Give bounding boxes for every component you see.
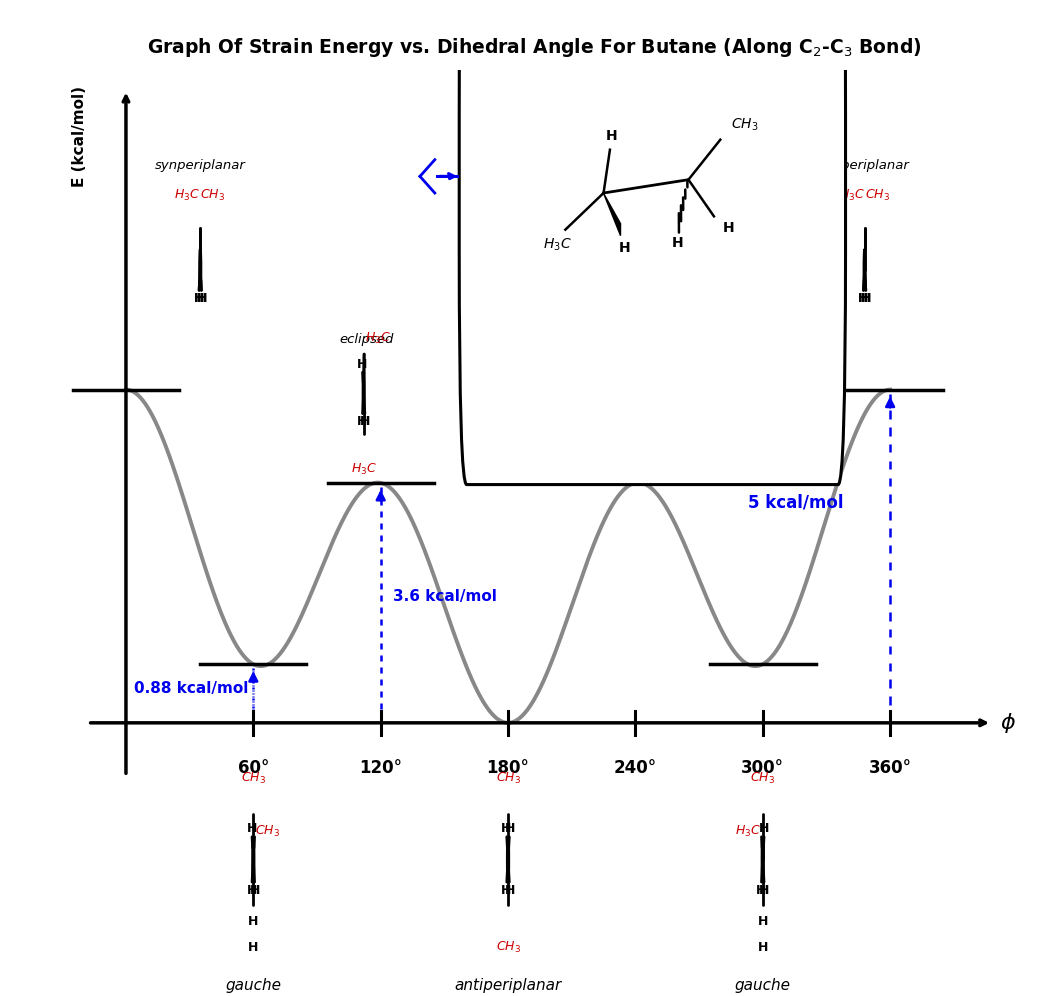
Text: H: H [196,292,207,305]
Circle shape [363,373,364,413]
Text: $H_3C$: $H_3C$ [588,331,613,347]
Text: $CH_3$: $CH_3$ [241,771,266,786]
Text: 3.6 kcal/mol: 3.6 kcal/mol [393,589,497,604]
Text: H: H [501,822,512,835]
Text: $H_3C$: $H_3C$ [585,388,611,403]
Text: synperiplanar: synperiplanar [155,158,246,171]
Circle shape [613,373,614,413]
Text: 180°: 180° [487,760,529,778]
Text: H: H [607,415,618,428]
Text: E (kcal/mol): E (kcal/mol) [72,86,87,187]
Circle shape [252,837,254,882]
Circle shape [864,249,866,290]
Text: H: H [248,941,258,954]
Text: H: H [759,822,769,835]
Text: H: H [619,241,631,255]
Title: Graph Of Strain Energy vs. Dihedral Angle For Butane (Along C$_2$-C$_3$ Bond): Graph Of Strain Energy vs. Dihedral Angl… [147,36,922,59]
Text: $H_3C$: $H_3C$ [839,188,865,203]
Text: 300°: 300° [741,760,785,778]
Text: H: H [248,915,258,928]
Polygon shape [603,193,621,236]
Text: H: H [246,822,256,835]
Text: $CH_3$: $CH_3$ [750,771,775,786]
Text: H: H [758,941,768,954]
Text: H: H [196,292,207,305]
Text: H: H [857,292,868,305]
Text: H: H [357,415,367,428]
Text: $CH_3$: $CH_3$ [495,771,520,786]
Text: gauche: gauche [225,978,281,993]
Text: $H_3C$: $H_3C$ [735,824,761,839]
Text: H: H [758,915,768,928]
Text: $CH_3$: $CH_3$ [255,824,280,839]
Text: eclipsed: eclipsed [339,334,393,347]
Text: gauche: gauche [735,978,791,993]
Text: H: H [504,884,515,897]
Text: $H_3C$: $H_3C$ [364,331,390,347]
Text: H: H [193,292,203,305]
Text: $CH_3$: $CH_3$ [495,939,520,954]
Text: H: H [606,129,618,143]
Circle shape [508,837,509,882]
Text: 360°: 360° [869,760,911,778]
Text: H: H [357,358,367,371]
Text: 120°: 120° [359,760,402,778]
Text: $H_3C$: $H_3C$ [351,462,377,477]
Text: H: H [610,415,621,428]
Text: $H_3C$: $H_3C$ [543,236,571,253]
FancyBboxPatch shape [459,0,846,485]
Text: 240°: 240° [613,760,657,778]
Text: H: H [246,884,256,897]
Text: H: H [360,415,371,428]
Text: H: H [501,884,512,897]
Text: H: H [672,236,684,250]
Text: antiperiplanar: antiperiplanar [455,978,562,993]
Text: $CH_3$: $CH_3$ [731,117,759,133]
Circle shape [199,249,201,290]
Text: $H_3C$: $H_3C$ [174,188,200,203]
Text: H: H [504,822,515,835]
Text: H: H [862,292,872,305]
Text: $CH_3$: $CH_3$ [865,188,890,203]
Text: H: H [610,358,621,371]
Text: H: H [857,292,868,305]
Text: 5 kcal/mol: 5 kcal/mol [748,494,844,512]
Text: H: H [193,292,203,305]
Text: H: H [250,884,261,897]
Text: H: H [722,221,734,235]
Circle shape [762,837,764,882]
Text: eclipsed: eclipsed [590,334,645,347]
Text: H: H [759,884,769,897]
Text: 60°: 60° [238,760,269,778]
Text: synperiplanar: synperiplanar [819,158,910,171]
Text: H: H [862,292,872,305]
Text: 0.88 kcal/mol: 0.88 kcal/mol [135,680,249,695]
Text: H: H [756,884,766,897]
Text: $\phi$: $\phi$ [1001,711,1016,735]
Text: $CH_3$: $CH_3$ [200,188,225,203]
